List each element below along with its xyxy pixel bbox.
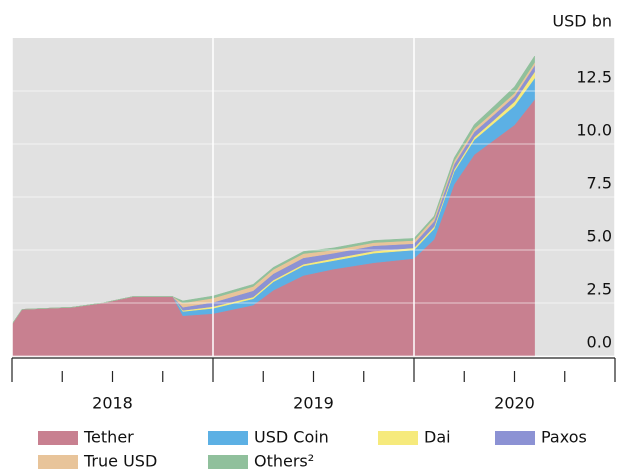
legend-label: True USD (83, 452, 157, 471)
legend-item: USD Coin (208, 428, 329, 447)
legend-label: Dai (424, 428, 451, 447)
legend-swatch (495, 431, 535, 445)
x-tick-label: 2020 (494, 394, 535, 413)
y-tick-label: 2.5 (587, 280, 612, 299)
y-tick-label: 12.5 (576, 68, 612, 87)
legend-swatch (378, 431, 418, 445)
y-tick-label: 10.0 (576, 121, 612, 140)
legend-swatch (38, 455, 78, 469)
unit-label: USD bn (552, 12, 612, 31)
legend-swatch (208, 431, 248, 445)
y-tick-label: 7.5 (587, 174, 612, 193)
legend-item: Dai (378, 428, 451, 447)
legend-label: Tether (83, 428, 134, 447)
area (11, 55, 535, 325)
x-tick-label: 2019 (293, 394, 334, 413)
legend-label: Paxos (541, 428, 587, 447)
legend-item: Tether (38, 428, 134, 447)
legend-label: Others² (254, 452, 314, 471)
legend-item: True USD (38, 452, 157, 471)
y-tick-label: 5.0 (587, 227, 612, 246)
legend-swatch (208, 455, 248, 469)
y-tick-label: 0.0 (587, 333, 612, 352)
legend-item: Paxos (495, 428, 587, 447)
legend-swatch (38, 431, 78, 445)
x-tick-label: 2018 (92, 394, 133, 413)
legend-label: USD Coin (254, 428, 329, 447)
legend-item: Others² (208, 452, 314, 471)
